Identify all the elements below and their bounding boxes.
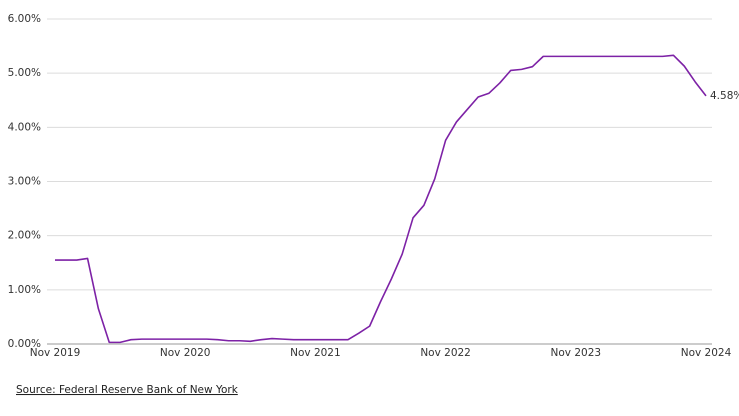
y-tick-label: 5.00% [8,67,41,79]
y-tick-label: 6.00% [8,13,41,25]
y-tick-label: 0.00% [8,338,41,350]
data-label: 4.58% [710,90,739,102]
line [55,54,707,344]
x-tick-label: Nov 2019 [30,347,81,359]
x-tick-label: Nov 2021 [290,347,341,359]
x-tick-label: Nov 2022 [420,347,471,359]
x-tick-label: Nov 2020 [160,347,211,359]
source-link[interactable]: Source: Federal Reserve Bank of New York [16,384,239,396]
y-tick-label: 2.00% [8,230,41,242]
y-tick-label: 1.00% [8,284,41,296]
x-tick-label: Nov 2024 [681,347,732,359]
y-tick-label: 4.00% [8,121,41,133]
y-tick-label: 3.00% [8,176,41,188]
x-tick-label: Nov 2023 [551,347,602,359]
